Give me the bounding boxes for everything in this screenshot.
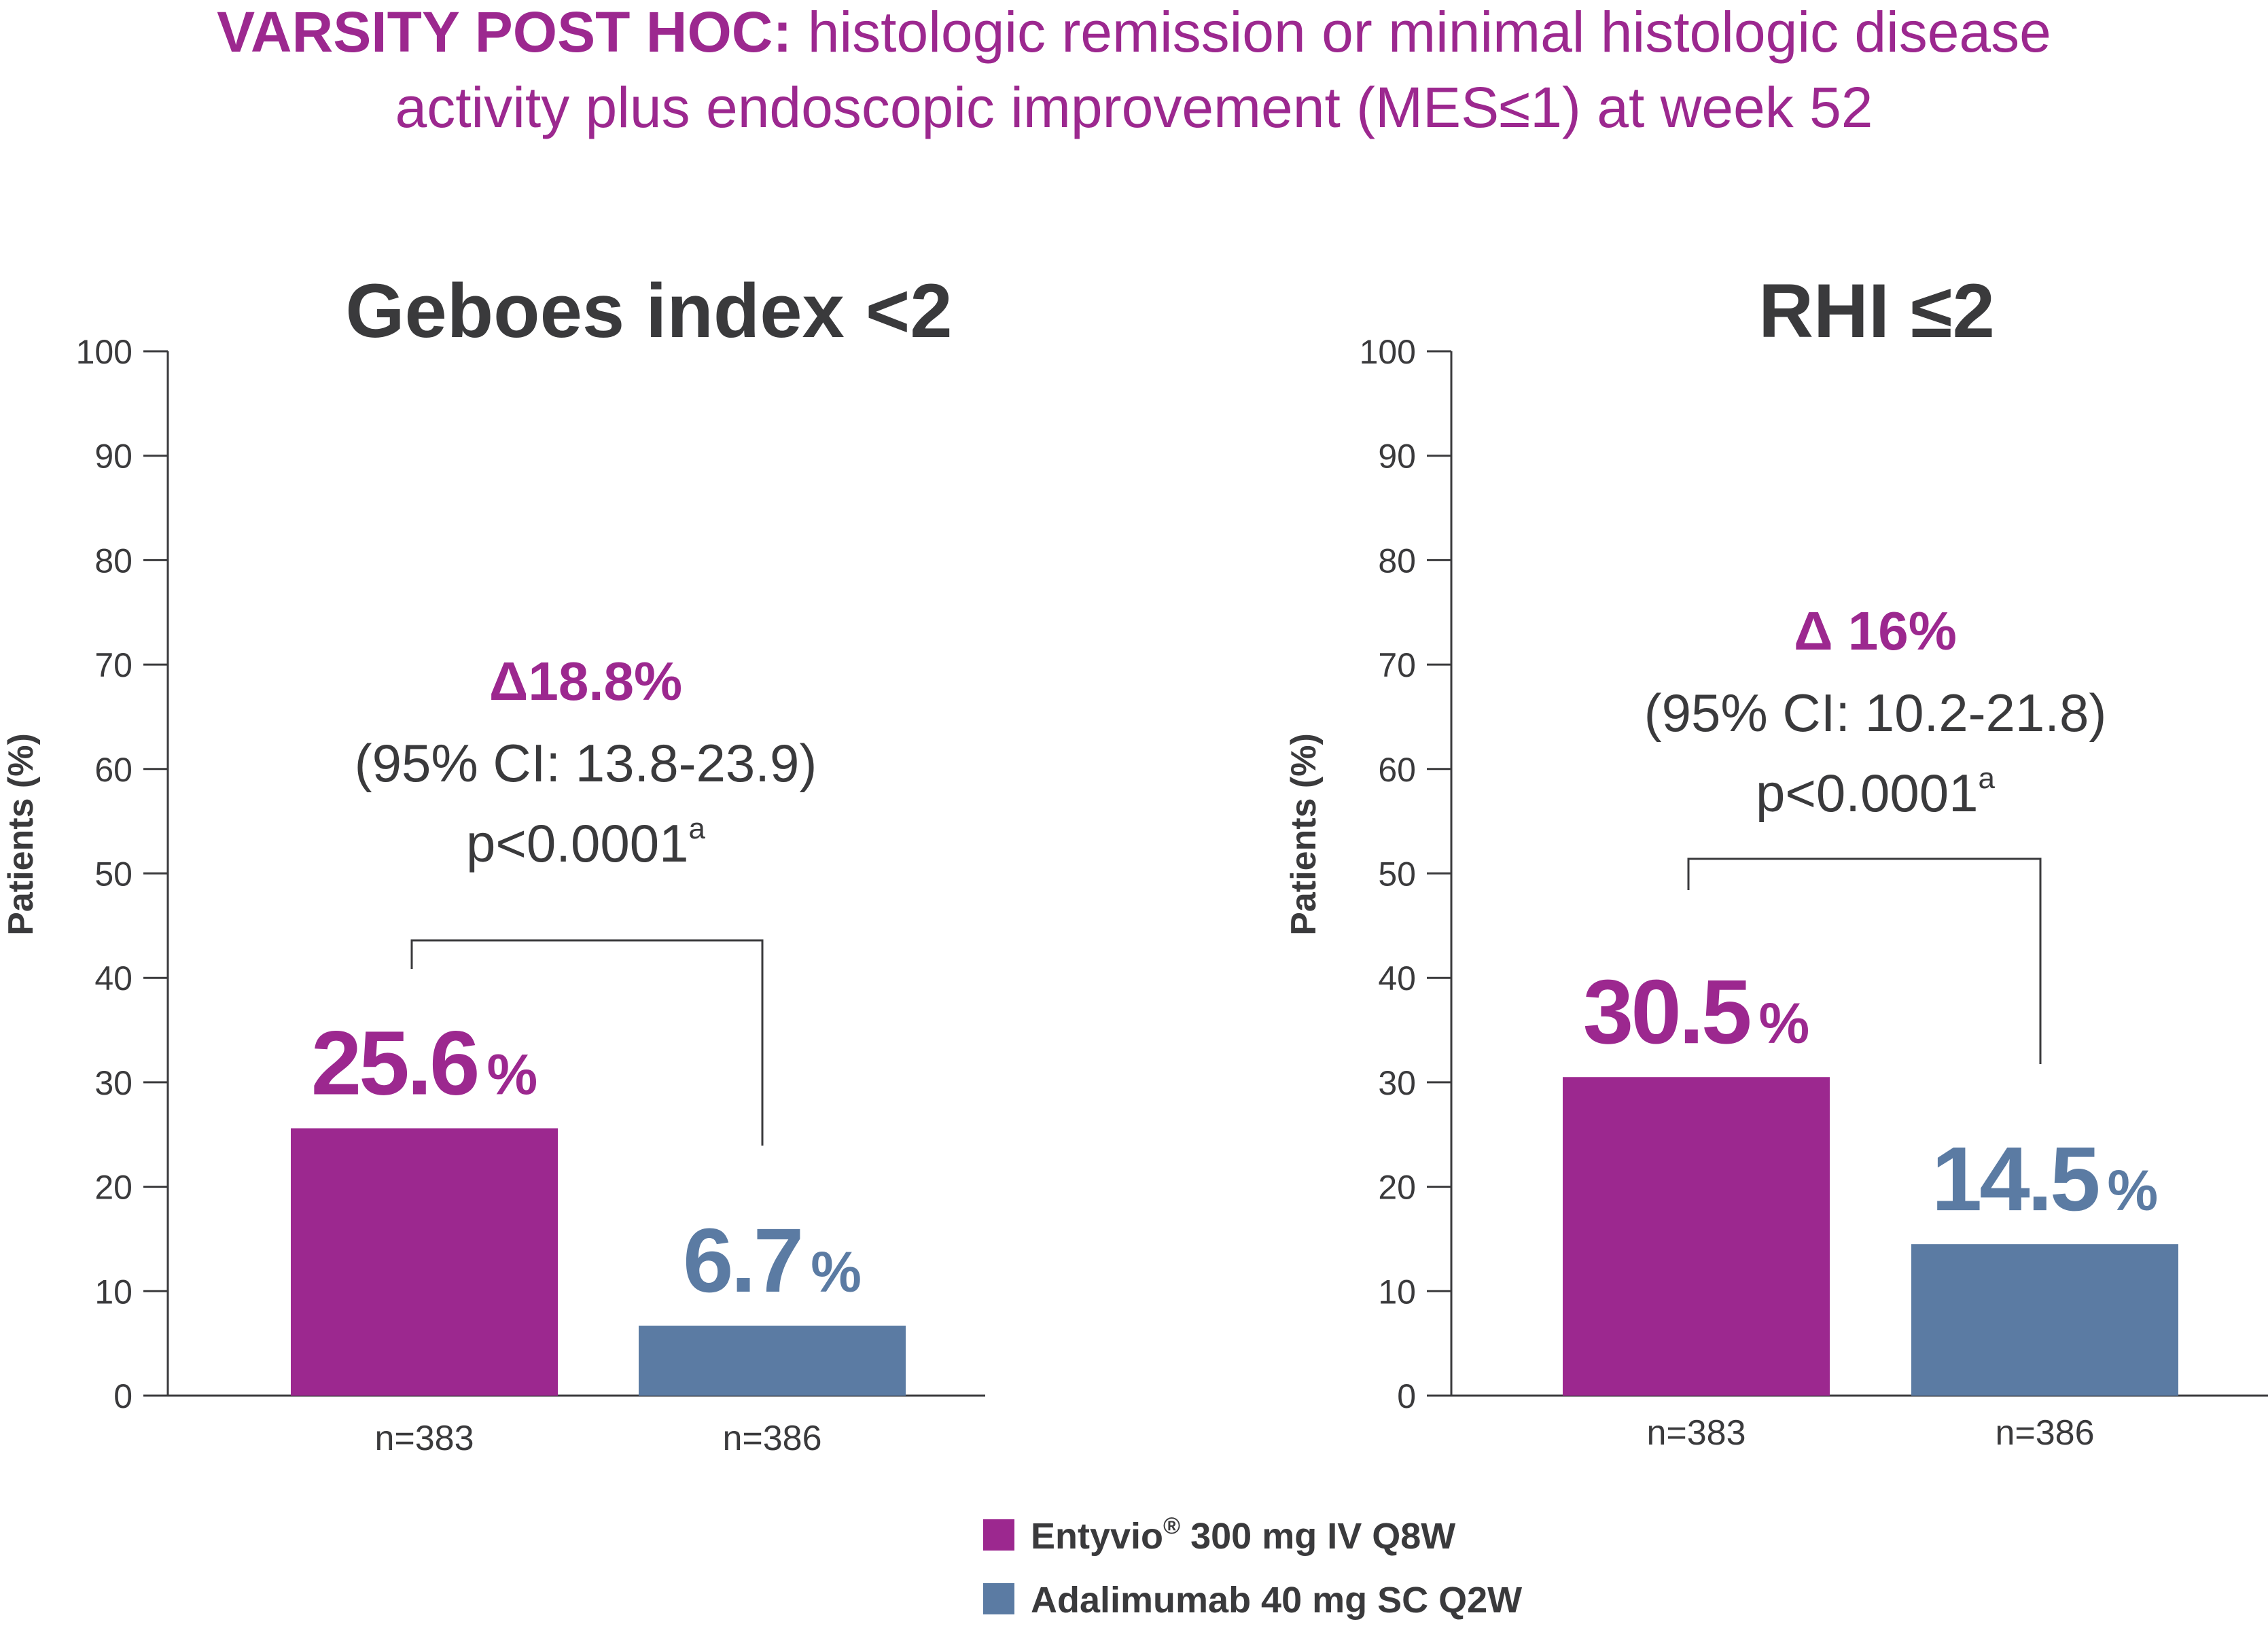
p-value-label: p<0.0001a — [1756, 762, 1996, 823]
bar-adalimumab — [639, 1326, 906, 1396]
y-tick-label: 0 — [1397, 1377, 1416, 1415]
p-value-text: p<0.0001 — [1756, 763, 1979, 823]
ci-label: (95% CI: 10.2-21.8) — [1644, 683, 2107, 743]
y-tick-label: 80 — [1378, 542, 1416, 580]
title-line1-rest: histologic remission or minimal histolog… — [792, 0, 2051, 64]
bar-value-unit: % — [1759, 991, 1810, 1055]
significance-bracket — [410, 939, 764, 1146]
y-axis-ticks: 0 10 20 30 40 50 60 70 80 90 100 — [76, 333, 168, 1415]
x-tick-label: n=383 — [1646, 1413, 1746, 1453]
legend-swatch-adalimumab — [983, 1583, 1014, 1614]
y-tick-label: 10 — [1378, 1273, 1416, 1311]
p-value-text: p<0.0001 — [466, 813, 689, 873]
panel-title: RHI ≤2 — [1758, 268, 1995, 353]
y-tick-label: 30 — [94, 1064, 132, 1102]
y-tick-label: 60 — [94, 751, 132, 789]
y-tick-label: 0 — [113, 1377, 132, 1415]
bar-value-number: 30.5 — [1583, 961, 1750, 1063]
bar-value-label: 30.5% — [1583, 961, 1810, 1063]
bar-value-label: 25.6% — [311, 1013, 538, 1114]
bars: 30.5 % n=383 14.5 % n=386 — [1563, 961, 2178, 1453]
y-axis-label: Patients (%) — [1284, 733, 1324, 936]
panel-geboes: Geboes index <2 Patients (%) 0 10 20 30 40 50… — [1, 268, 985, 1458]
y-axis-ticks: 0 10 20 30 40 50 60 70 80 90 100 — [1360, 333, 1451, 1415]
y-tick-label: 80 — [94, 542, 132, 580]
bar-value-number: 25.6 — [311, 1013, 478, 1114]
y-tick-label: 60 — [1378, 751, 1416, 789]
legend-label-entyvio: Entyvio® 300 mg IV Q8W — [1031, 1513, 1455, 1557]
delta-label: Δ 16% — [1794, 601, 1957, 661]
legend-name-rest: 300 mg IV Q8W — [1180, 1516, 1455, 1557]
significance-bracket — [1687, 857, 2042, 1064]
bar-entyvio — [291, 1128, 558, 1396]
x-tick-label: n=383 — [374, 1419, 474, 1458]
legend-name-main: Entyvio — [1031, 1516, 1163, 1557]
y-tick-label: 100 — [1360, 333, 1416, 371]
chart-title-line-1: VARSITY POST HOC: histologic remission o… — [217, 0, 2051, 64]
bar-value-number: 6.7 — [683, 1210, 801, 1311]
x-tick-label: n=386 — [722, 1419, 821, 1458]
y-tick-label: 70 — [94, 646, 132, 684]
y-tick-label: 10 — [94, 1273, 132, 1311]
panel-title: Geboes index <2 — [345, 268, 952, 353]
bar-value-unit: % — [2108, 1158, 2159, 1222]
y-tick-label: 40 — [1378, 959, 1416, 997]
y-tick-label: 90 — [94, 438, 132, 476]
p-value-footnote: a — [689, 812, 706, 845]
bar-adalimumab — [1911, 1244, 2178, 1396]
title-bold-part: VARSITY POST HOC: — [217, 0, 792, 64]
y-tick-label: 30 — [1378, 1064, 1416, 1102]
bar-value-label: 6.7% — [683, 1210, 862, 1311]
legend-label-adalimumab: Adalimumab 40 mg SC Q2W — [1031, 1580, 1522, 1621]
y-axis-label: Patients (%) — [1, 733, 41, 936]
legend: Entyvio® 300 mg IV Q8W Adalimumab 40 mg … — [983, 1513, 1522, 1621]
p-value-footnote: a — [1979, 762, 1996, 795]
y-tick-label: 20 — [1378, 1169, 1416, 1207]
y-tick-label: 50 — [1378, 855, 1416, 893]
y-tick-label: 100 — [76, 333, 132, 371]
y-tick-label: 90 — [1378, 438, 1416, 476]
y-tick-label: 70 — [1378, 646, 1416, 684]
chart-title-line-2: activity plus endoscopic improvement (ME… — [395, 75, 1873, 139]
bar-value-label: 14.5% — [1932, 1129, 2159, 1230]
y-tick-label: 50 — [94, 855, 132, 893]
p-value-label: p<0.0001a — [466, 812, 706, 873]
legend-swatch-entyvio — [983, 1519, 1014, 1551]
bar-value-unit: % — [811, 1240, 862, 1304]
bar-entyvio — [1563, 1077, 1830, 1396]
legend-name-sup: ® — [1163, 1513, 1180, 1539]
bars: 25.6 % n=383 6.7 % n=386 — [291, 1013, 906, 1458]
delta-label: Δ18.8% — [489, 651, 682, 711]
x-tick-label: n=386 — [1995, 1413, 2094, 1453]
bar-value-unit: % — [487, 1043, 538, 1107]
bar-value-number: 14.5 — [1932, 1129, 2098, 1230]
panel-rhi: RHI ≤2 Patients (%) 0 10 20 30 40 50 60 70 80 90 1… — [1284, 268, 2268, 1453]
y-tick-label: 40 — [94, 959, 132, 997]
y-tick-label: 20 — [94, 1169, 132, 1207]
ci-label: (95% CI: 13.8-23.9) — [355, 733, 817, 793]
